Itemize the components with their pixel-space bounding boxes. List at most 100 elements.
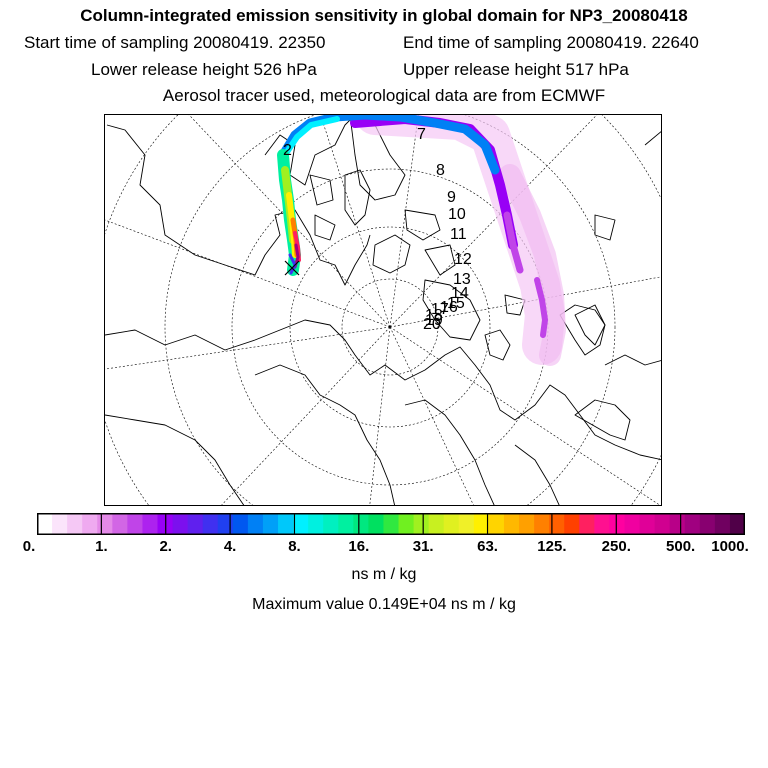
traj-label-7: 7 xyxy=(417,126,426,143)
traj-label-10: 10 xyxy=(448,206,466,223)
colorbar-tick-label: 1000. xyxy=(711,538,749,555)
colorbar-tick-label: 4. xyxy=(223,538,237,555)
traj-label-15: 15 xyxy=(447,295,465,312)
meridian-9 xyxy=(221,326,391,505)
colorbar xyxy=(36,513,746,535)
colorbar-swatch xyxy=(353,513,369,535)
traj-label-20: 20 xyxy=(423,316,441,333)
meridian-10 xyxy=(105,326,391,370)
colorbar-swatch xyxy=(187,513,204,535)
colorbar-swatch xyxy=(428,513,445,535)
colorbar-tick-label: 2. xyxy=(159,538,172,555)
traj-label-11: 11 xyxy=(450,226,467,243)
meridian-11 xyxy=(105,219,391,328)
meridian-1 xyxy=(188,115,391,328)
colorbar-tick-label: 125. xyxy=(537,538,567,555)
colorbar-tick-label: 31. xyxy=(412,538,434,555)
colorbar-swatch xyxy=(639,513,656,535)
colorbar-swatch xyxy=(67,513,83,535)
colorbar-tick-label: 63. xyxy=(477,538,498,555)
colorbar-swatch xyxy=(308,513,324,535)
meridian-5 xyxy=(389,276,661,328)
traj-label-17: 17 xyxy=(431,301,449,318)
sampling-start-label: Start time of sampling 20080419. 22350 xyxy=(24,33,326,52)
colorbar-swatch xyxy=(293,513,309,535)
emission-plume xyxy=(277,115,566,366)
traj-label-12: 12 xyxy=(454,251,472,268)
upper-release-label: Upper release height 517 hPa xyxy=(403,60,629,79)
meridian-7 xyxy=(389,326,474,505)
tracer-note: Aerosol tracer used, meteorological data… xyxy=(162,86,606,105)
traj-label-9: 9 xyxy=(447,189,456,206)
traj-label-13: 13 xyxy=(453,271,471,288)
meridian-6 xyxy=(389,326,661,505)
colorbar-swatch xyxy=(383,513,400,535)
lat-circle-50 xyxy=(164,115,616,505)
map-panel: 2 7 8 9 10 11 12 13 14 15 16 17 18 19 20 xyxy=(104,114,662,506)
meridians xyxy=(105,115,661,505)
colorbar-swatch xyxy=(112,513,128,535)
meridian-3 xyxy=(389,115,419,328)
colorbar-swatch xyxy=(579,513,595,535)
colorbar-swatch xyxy=(262,513,279,535)
colorbar-swatch xyxy=(519,513,535,535)
meridian-8 xyxy=(369,326,391,505)
colorbar-swatch xyxy=(37,513,53,535)
colorbar-swatch xyxy=(549,513,565,535)
plot-title: Column-integrated emission sensitivity i… xyxy=(80,6,688,25)
colorbar-swatch xyxy=(323,513,339,535)
colorbar-swatch xyxy=(202,513,219,535)
lat-circle-80 xyxy=(341,278,439,376)
latitude-circles xyxy=(105,115,661,505)
traj-label-18: 18 xyxy=(425,307,443,324)
colorbar-swatch xyxy=(503,513,520,535)
lower-release-label: Lower release height 526 hPa xyxy=(91,60,317,79)
colorbar-swatch xyxy=(473,513,490,535)
coastlines xyxy=(105,115,661,505)
colorbar-swatch xyxy=(127,513,144,535)
polar-map: 2 7 8 9 10 11 12 13 14 15 16 17 18 19 20 xyxy=(105,115,661,505)
colorbar-swatch xyxy=(97,513,113,535)
release-marker xyxy=(284,260,300,276)
colorbar-tick-label: 1. xyxy=(95,538,108,555)
sampling-end-label: End time of sampling 20080419. 22640 xyxy=(403,33,699,52)
colorbar-swatch xyxy=(278,513,294,535)
lat-circle-70 xyxy=(289,226,491,428)
colorbar-tick-label: 0. xyxy=(22,538,36,555)
colorbar-swatch xyxy=(729,513,746,535)
colorbar-tick-labels: 0. 1. 2. 4. 8. 16. 31. 63. 125. 250. 500. 1000. xyxy=(0,538,768,558)
traj-label-14: 14 xyxy=(451,285,469,302)
colorbar-swatch xyxy=(534,513,550,535)
colorbar-scale xyxy=(36,513,746,535)
colorbar-swatch xyxy=(338,513,354,535)
trajectory-labels: 2 7 8 9 10 11 12 13 14 15 16 17 18 19 20 xyxy=(283,126,472,333)
colorbar-units: ns m / kg xyxy=(351,566,417,583)
colorbar-swatch xyxy=(142,513,159,535)
colorbar-swatch xyxy=(82,513,98,535)
colorbar-swatch xyxy=(443,513,460,535)
traj-label-19: 19 xyxy=(425,312,443,329)
colorbar-swatch xyxy=(232,513,249,535)
traj-label-16: 16 xyxy=(440,299,458,316)
colorbar-swatch xyxy=(564,513,580,535)
max-value-label: Maximum value 0.149E+04 ns m / kg xyxy=(252,596,516,613)
colorbar-tick-label: 8. xyxy=(288,538,301,555)
colorbar-swatch xyxy=(699,513,716,535)
colorbar-swatch xyxy=(609,513,626,535)
colorbar-swatch xyxy=(594,513,611,535)
colorbar-frame xyxy=(37,513,745,535)
traj-label-2: 2 xyxy=(283,142,292,159)
colorbar-swatch xyxy=(488,513,505,535)
colorbar-swatch xyxy=(624,513,641,535)
colorbar-swatch xyxy=(714,513,731,535)
colorbar-swatch xyxy=(684,513,701,535)
colorbar-swatch xyxy=(398,513,415,535)
colorbar-swatch xyxy=(458,513,475,535)
colorbar-tick-label: 250. xyxy=(601,538,631,555)
colorbar-swatch xyxy=(217,513,234,535)
colorbar-swatch xyxy=(247,513,264,535)
lat-circle-40 xyxy=(105,115,661,505)
colorbar-swatch xyxy=(669,513,686,535)
traj-label-8: 8 xyxy=(436,162,445,179)
colorbar-tick-label: 500. xyxy=(666,538,696,555)
